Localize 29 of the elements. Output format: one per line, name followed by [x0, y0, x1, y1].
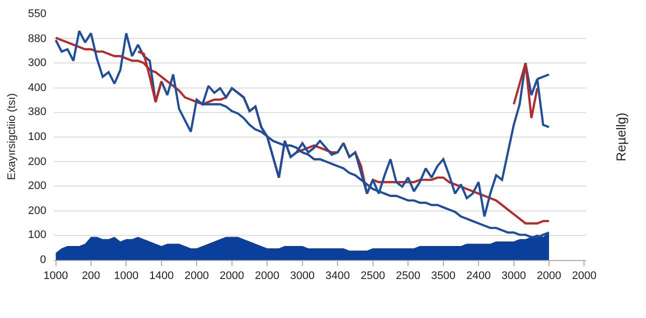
x-tick-label: 2000: [536, 270, 562, 282]
text: 300: [28, 57, 46, 69]
y-axis-title: Exayırsigctiio (tsı): [6, 93, 18, 180]
x-tick-label: 3000: [290, 270, 315, 282]
x-tick-label: 3400: [325, 270, 350, 282]
x-tick-label: 2500: [396, 270, 420, 282]
x-tick-label: 1400: [149, 270, 174, 282]
x-tick-label: 2000: [572, 270, 596, 282]
x-tick-label: 1000: [44, 270, 68, 282]
x-tick-label: 1000: [114, 270, 138, 282]
text: 100: [28, 131, 46, 143]
x-tick-label: 200: [82, 270, 100, 282]
text: 200: [28, 156, 46, 168]
text: 380: [28, 106, 46, 118]
text: 200: [28, 205, 46, 217]
text: 400: [28, 82, 46, 94]
y2-axis-title: Reµellg): [614, 112, 629, 162]
text: 880: [28, 33, 46, 45]
x-tick-label: 2000: [254, 270, 280, 282]
x-tick-label: 3000: [502, 270, 526, 282]
text: 200: [28, 180, 46, 192]
text: 0: [40, 254, 46, 266]
x-tick-label: 2400: [466, 270, 491, 282]
x-tick-label: 2000: [220, 270, 244, 282]
x-tick-label: 2500: [360, 270, 386, 282]
text: 100: [28, 229, 46, 241]
text: 550: [28, 8, 46, 20]
x-tick-label: 2000: [184, 270, 209, 282]
x-tick-label: 3500: [431, 270, 456, 282]
